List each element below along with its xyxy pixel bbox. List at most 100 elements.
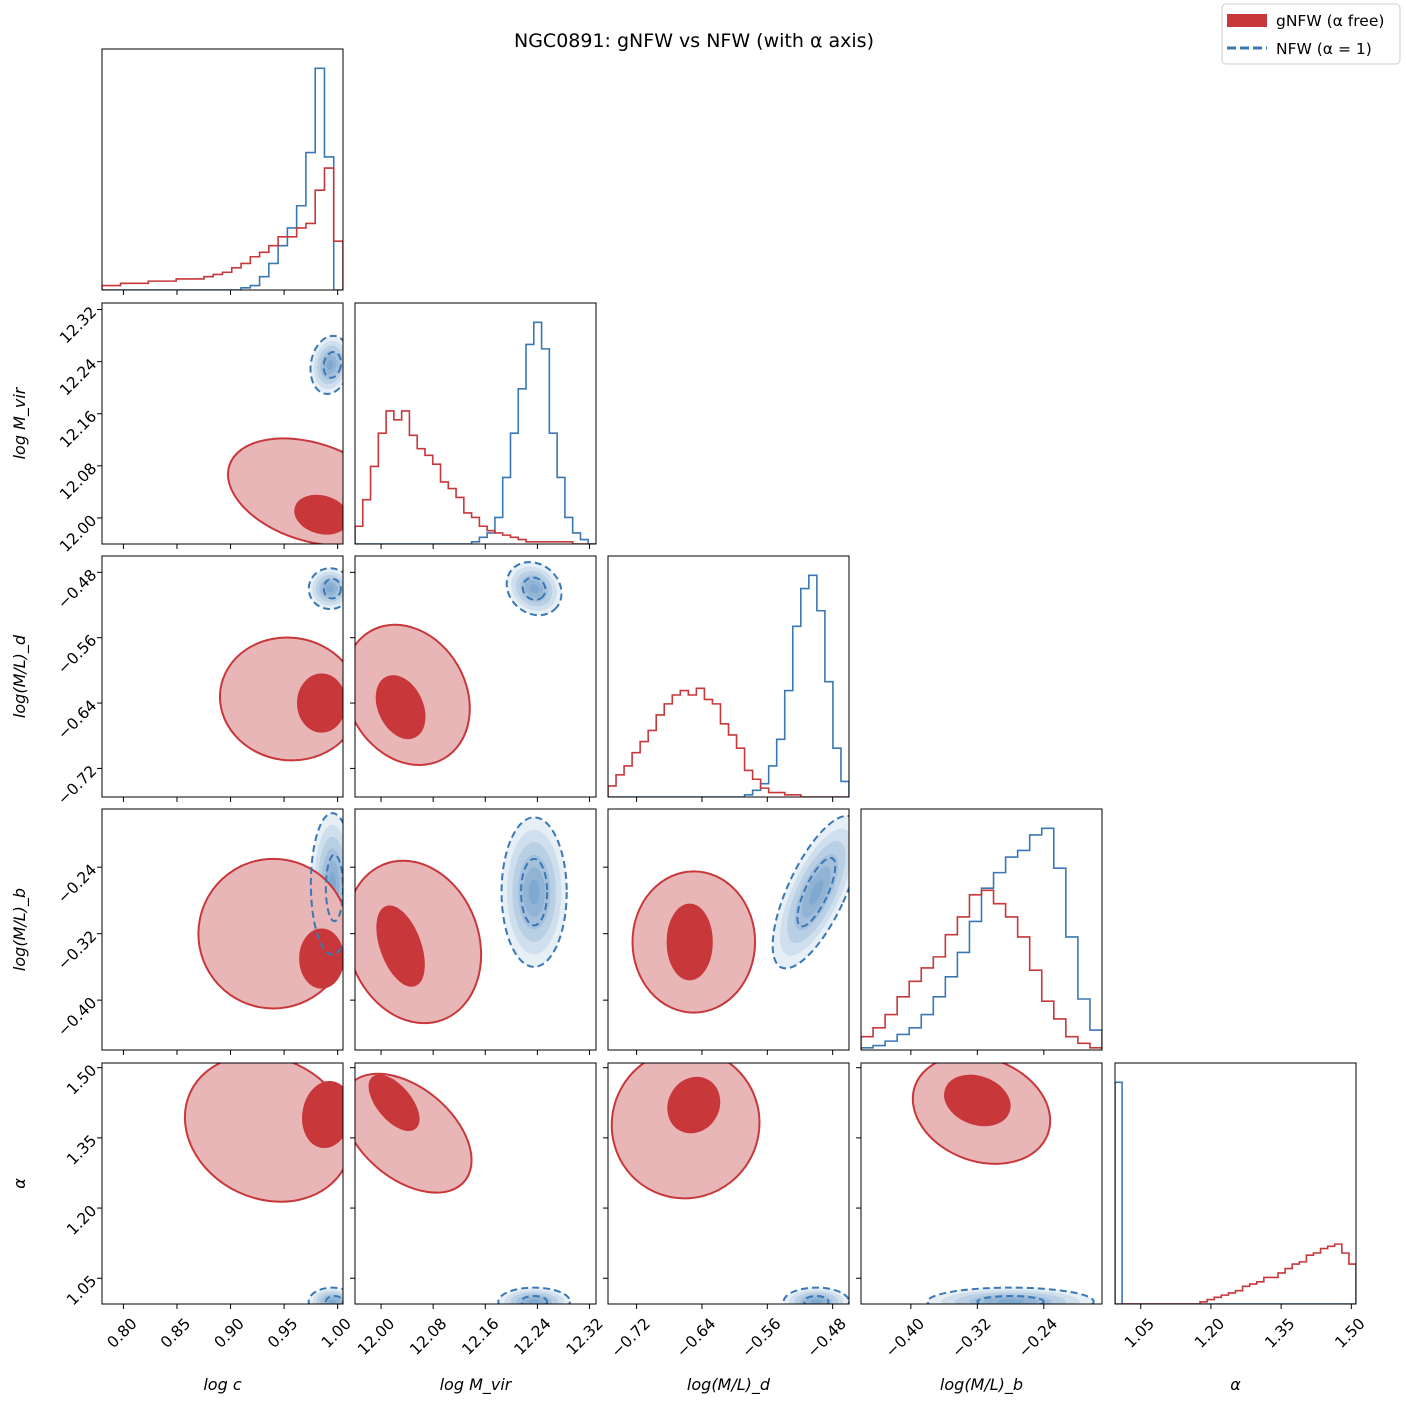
nfw-density-level (809, 879, 824, 905)
nfw-contour-95 (926, 1286, 1095, 1304)
nfw-density-level (528, 879, 540, 905)
nfw-contour-95 (309, 334, 343, 395)
panel-frame (354, 1062, 597, 1305)
y-axis-label: log(M/L)_d (10, 634, 30, 718)
x-tick-label: −0.40 (882, 1315, 928, 1361)
nfw-histogram-line (102, 67, 343, 290)
x-tick-label: 1.50 (1332, 1315, 1369, 1352)
y-tick-label: −0.32 (54, 927, 100, 973)
x-axis-label: log(M/L)_b (940, 1375, 1023, 1395)
nfw-density-level (996, 1299, 1025, 1304)
gnfw-contour-95 (183, 1063, 343, 1203)
nfw-histogram-line (1115, 1081, 1356, 1304)
nfw-density-level (955, 1292, 1066, 1304)
nfw-density-level (317, 345, 343, 385)
nfw-contour-68 (324, 853, 343, 923)
nfw-density-level (512, 842, 556, 942)
gnfw-contour-68 (299, 928, 343, 989)
nfw-density-level (323, 581, 338, 596)
nfw-density-level (523, 867, 545, 918)
x-axis-label: log c (203, 1375, 241, 1394)
panel-2d-alpha-vs-logMLd (610, 1063, 849, 1304)
nfw-density-level (522, 1296, 547, 1304)
gnfw-contour-68 (666, 903, 713, 981)
y-tick-label: 12.24 (56, 355, 100, 399)
nfw-density-level (794, 853, 839, 931)
nfw-contour-68 (796, 856, 837, 928)
gnfw-contour-68 (944, 1074, 1011, 1127)
panel-frame (607, 555, 850, 798)
nfw-density-level (528, 1299, 541, 1304)
y-tick-label: −0.72 (54, 762, 100, 808)
nfw-density-level (517, 854, 551, 930)
y-tick-label: 1.50 (63, 1061, 100, 1098)
y-tick-label: −0.48 (54, 566, 100, 612)
panel-2d-logMLd-vs-logMvir (355, 561, 563, 766)
x-tick-label: −0.48 (804, 1315, 850, 1361)
x-axis-label: log M_vir (440, 1375, 513, 1395)
x-tick-label: 0.85 (157, 1315, 194, 1352)
y-tick-label: −0.64 (54, 697, 100, 743)
nfw-density-level (805, 1296, 828, 1304)
nfw-contour-95 (497, 1286, 571, 1304)
nfw-contour-68 (520, 1295, 549, 1304)
legend-label-gnfw: gNFW (α free) (1276, 12, 1384, 30)
nfw-density-level (515, 570, 553, 607)
nfw-contour-95 (307, 1286, 343, 1304)
nfw-density-level (529, 584, 539, 594)
x-tick-label: 12.32 (563, 1315, 607, 1359)
chart-legend: gNFW (α free) NFW (α = 1) (1221, 3, 1401, 65)
panel-frame (607, 1062, 850, 1305)
legend-swatch-gnfw (1227, 14, 1267, 27)
panel-2d-logMvir-vs-logc (226, 334, 343, 544)
y-tick-label: 12.32 (56, 303, 100, 347)
x-tick-label: 12.16 (458, 1315, 502, 1359)
nfw-contour-68 (324, 1295, 343, 1304)
nfw-histogram-line (355, 321, 596, 544)
y-tick-label: −0.56 (54, 631, 100, 677)
y-tick-label: −0.40 (54, 994, 100, 1040)
x-tick-label: 1.05 (1121, 1315, 1158, 1352)
nfw-density-level (326, 360, 334, 370)
nfw-density-level (323, 355, 337, 375)
nfw-density-level (506, 829, 562, 955)
nfw-contour-95 (771, 814, 849, 970)
y-tick-label: 1.05 (63, 1272, 100, 1309)
legend-label-nfw: NFW (α = 1) (1276, 40, 1372, 58)
y-axis-label: log(M/L)_b (10, 888, 30, 971)
y-axis-label: log M_vir (10, 386, 30, 459)
chart-title: NGC0891: gNFW vs NFW (with α axis) (514, 30, 874, 52)
histogram-logc (102, 67, 343, 290)
panel-2d-alpha-vs-logc (183, 1063, 343, 1304)
gnfw-histogram-line (608, 687, 849, 797)
nfw-contour-68 (322, 577, 342, 600)
panel-frame (101, 1062, 344, 1305)
nfw-density-level (524, 579, 544, 598)
nfw-density-level (328, 1299, 337, 1304)
y-tick-label: 1.35 (63, 1132, 100, 1169)
nfw-contour-95 (505, 561, 563, 617)
nfw-density-level (787, 841, 846, 943)
panel-2d-alpha-vs-logMvir (355, 1072, 571, 1304)
gnfw-contour-68 (667, 1076, 721, 1134)
x-tick-label: 12.00 (354, 1315, 398, 1359)
x-tick-label: 12.24 (511, 1315, 555, 1359)
panel-frame (354, 555, 597, 798)
gnfw-contour-95 (226, 437, 343, 544)
y-tick-label: 12.08 (56, 459, 100, 503)
gnfw-histogram-line (861, 889, 1102, 1050)
x-axis-label: α (1230, 1375, 1241, 1394)
panel-frame (101, 555, 344, 798)
panel-frame (101, 808, 344, 1051)
gnfw-contour-68 (368, 1074, 420, 1131)
histogram-logMLd (608, 574, 849, 797)
x-tick-label: 0.90 (211, 1315, 248, 1352)
panel-2d-logMLb-vs-logMLd (631, 814, 849, 1014)
nfw-density-level (772, 815, 849, 969)
x-tick-label: −0.24 (1015, 1315, 1061, 1361)
panel-frame (354, 302, 597, 545)
y-tick-label: 1.20 (63, 1202, 100, 1239)
gnfw-histogram-line (1115, 1243, 1356, 1304)
nfw-density-level (520, 575, 548, 602)
